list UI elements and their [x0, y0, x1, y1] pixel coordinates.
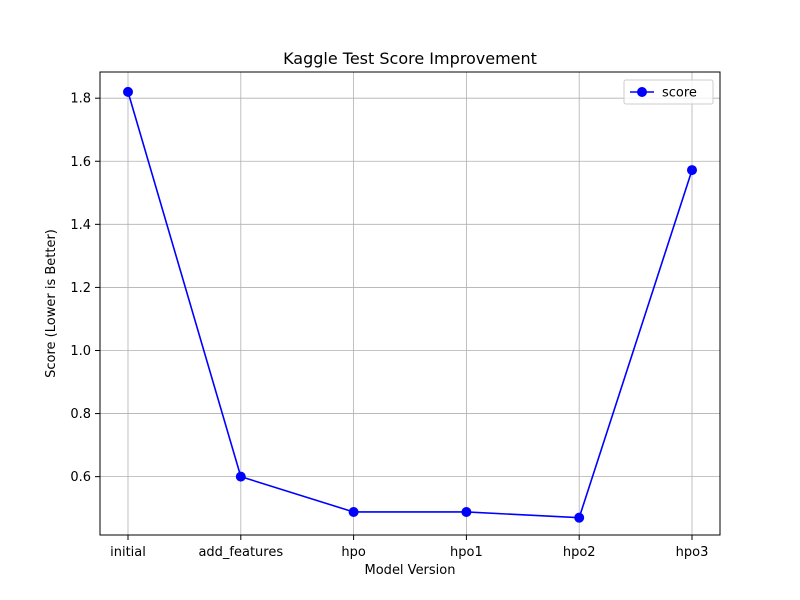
chart-title: Kaggle Test Score Improvement [283, 49, 537, 68]
x-tick-label: add_features [198, 545, 283, 560]
y-tick-label: 1.2 [70, 281, 91, 296]
score-point [687, 165, 697, 176]
x-tick-label: hpo [341, 545, 365, 560]
ticks: initial add_features hpo hpo1 hpo2 hpo3 0.6 0.8… [70, 92, 708, 560]
legend-label: score [662, 86, 697, 101]
plot-area [100, 72, 720, 535]
axes [99, 71, 721, 536]
x-tick-label: hpo3 [676, 545, 709, 560]
score-series-line [127, 91, 693, 519]
score-point [461, 506, 472, 517]
score-point [348, 506, 359, 517]
x-tick-label: initial [110, 545, 146, 560]
score-point [235, 471, 246, 482]
y-tick-label: 1.4 [70, 218, 91, 233]
x-axis-label: Model Version [365, 563, 456, 578]
y-tick-label: 0.8 [70, 407, 91, 422]
y-axis-label: Score (Lower is Better) [44, 229, 59, 378]
legend-marker [637, 87, 647, 97]
score-point [574, 512, 585, 523]
y-tick-label: 0.6 [70, 470, 91, 485]
axes-frame [99, 71, 721, 536]
series-layer [123, 86, 697, 523]
y-tick-label: 1.6 [70, 155, 91, 170]
y-tick-label: 1.0 [70, 344, 91, 359]
legend: score [623, 79, 714, 105]
x-tick-label: hpo2 [563, 545, 596, 560]
score-point [123, 86, 133, 97]
legend-box [623, 79, 714, 105]
y-tick-label: 1.8 [70, 92, 91, 107]
x-tick-label: hpo1 [450, 545, 483, 560]
